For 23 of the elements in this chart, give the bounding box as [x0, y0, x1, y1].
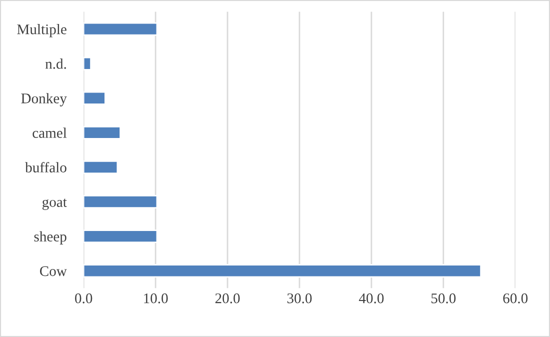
bar: [84, 22, 158, 36]
bar: [84, 230, 158, 244]
y-tick-label: Donkey: [21, 93, 67, 106]
bar: [84, 91, 106, 105]
x-tick-label: 0.0: [75, 293, 92, 304]
bar: [84, 195, 158, 209]
y-tick-label: n.d.: [45, 58, 66, 69]
x-tick-label: 50.0: [431, 293, 456, 304]
x-tick-label: 30.0: [287, 293, 312, 304]
y-tick-label: Cow: [40, 266, 67, 276]
bar: [84, 56, 92, 70]
bar: [84, 160, 118, 174]
y-tick-label: goat: [42, 198, 67, 210]
y-tick-label: buffalo: [25, 162, 66, 172]
y-tick-label: camel: [32, 128, 67, 138]
bar: [84, 126, 121, 140]
bar: [84, 264, 482, 278]
x-tick-label: 60.0: [503, 293, 528, 304]
x-tick-label: 10.0: [144, 293, 168, 304]
x-tick-label: 20.0: [215, 293, 240, 304]
y-tick-label: Multiple: [17, 24, 66, 38]
y-tick-label: sheep: [34, 231, 66, 244]
x-tick-label: 40.0: [358, 293, 384, 304]
